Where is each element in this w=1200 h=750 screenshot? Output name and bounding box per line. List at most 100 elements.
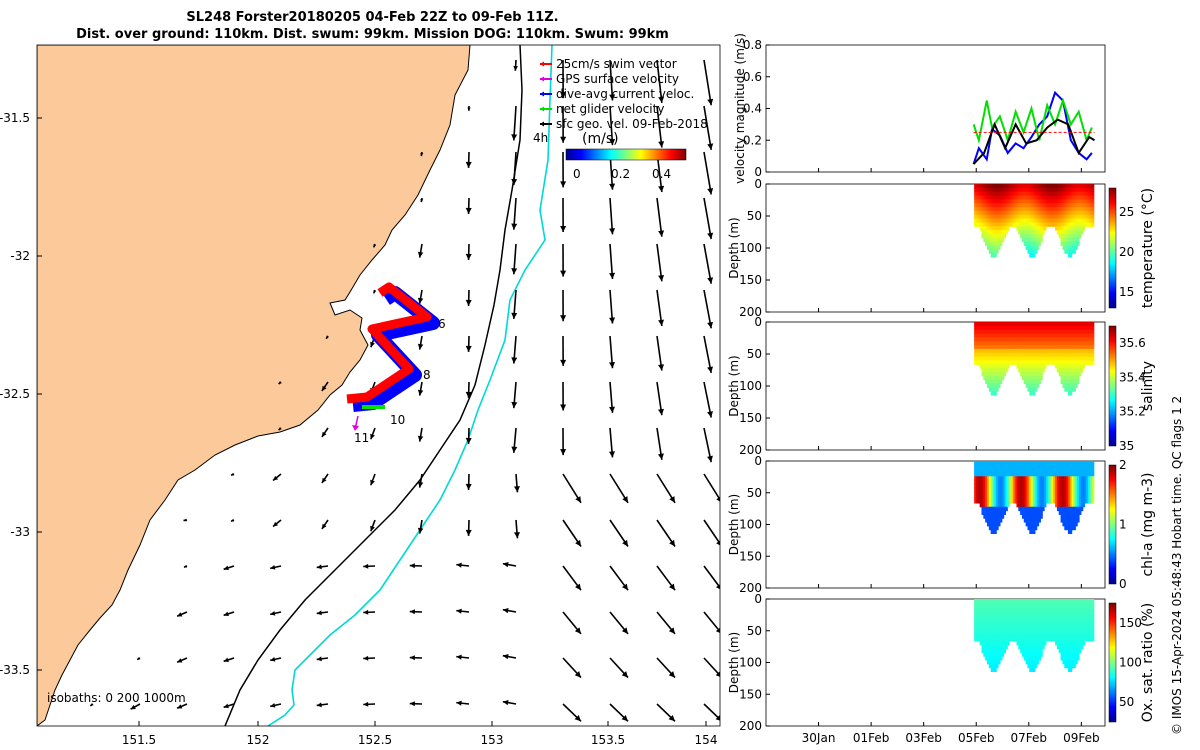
section-cell [1040,487,1043,493]
section-cell [1086,187,1089,193]
section-cell [1075,191,1078,197]
section-cell [1084,191,1087,197]
section-cell [1053,329,1056,335]
section-cell [998,187,1001,193]
section-cell [1012,322,1016,327]
section-cell [1029,322,1032,327]
section-cell [1077,207,1080,212]
velocity-arrowhead [668,671,675,678]
section-cell [1091,625,1095,631]
section-cell [1001,222,1005,227]
section-cell [1071,387,1075,392]
section-cell [994,226,997,231]
section-cell [1077,352,1080,358]
section-cell [999,214,1003,220]
section-cell [992,468,995,474]
section-cell [1005,187,1008,193]
section-cell [998,472,1001,477]
section-cell [1060,495,1064,500]
section-cell [1009,218,1012,223]
section-cell [1036,371,1040,377]
section-cell [1047,464,1051,470]
section-cell [987,499,990,504]
section-cell [1077,360,1080,365]
section-cell [1075,625,1078,631]
section-cell [1077,222,1080,227]
section-cell [985,368,988,373]
section-cell [1032,476,1036,481]
section-cell [987,230,990,235]
section-cell [1014,491,1018,496]
section-cell [1034,640,1038,646]
section-cell [1003,502,1007,508]
section-cell [979,499,983,504]
section-cell [1067,241,1071,247]
section-cell [981,633,984,638]
section-cell [1064,187,1067,193]
section-cell [1001,337,1005,342]
section-cell [1034,356,1038,361]
section-cell [1078,510,1082,515]
section-cell [981,203,984,208]
section-cell [1084,614,1087,619]
section-cell [1067,195,1071,200]
section-cell [990,480,994,485]
section-cell [1010,495,1014,500]
section-cell [1067,633,1071,638]
section-cell [985,360,988,365]
section-cell [1091,461,1095,466]
section-cell [1042,506,1045,512]
lat-tick-label: -32 [10,249,30,263]
section-cell [1001,502,1005,508]
section-cell [1003,510,1007,515]
section-cell [1012,352,1016,358]
section-cell [1049,333,1052,338]
section-cell [1029,656,1032,661]
section-cell [1042,602,1045,608]
section-cell [1069,253,1073,258]
section-cell [1090,222,1093,227]
section-cell [1082,483,1086,489]
section-cell [992,249,995,254]
section-cell [1066,341,1069,346]
section-cell [1084,325,1087,331]
section-cell [992,253,995,258]
section-cell [1047,207,1051,212]
section-cell [990,495,994,500]
section-cell [983,468,986,474]
section-cell [1042,606,1045,612]
section-cell [1021,184,1025,189]
section-cell [977,341,981,346]
track-label-11: 11 [354,431,369,445]
section-cell [1060,368,1064,373]
section-cell [990,667,994,672]
section-cell [1038,656,1041,661]
section-cell [1036,499,1040,504]
section-cell [1073,371,1076,377]
velocity-arrowhead [363,563,369,569]
section-cell [1060,476,1064,481]
section-cell [1084,464,1087,470]
section-cell [1012,483,1016,489]
section-cell [1032,606,1036,612]
section-cell [1009,476,1012,481]
section-cell [1010,195,1014,200]
section-cell [1091,184,1095,189]
section-cell [1021,233,1025,239]
section-cell [1069,199,1073,204]
section-cell [994,621,997,627]
section-cell [1066,480,1069,485]
section-cell [1014,461,1018,466]
section-cell [1086,341,1089,346]
section-cell [977,472,981,477]
section-cell [1045,602,1049,608]
section-cell [1080,606,1084,612]
section-cell [1036,640,1040,646]
section-cell [1040,510,1043,515]
section-cell [1042,637,1045,642]
section-cell [1049,191,1052,197]
section-cell [987,491,990,496]
section-cell [1020,345,1023,350]
section-cell [988,648,992,653]
section-cell [1032,495,1036,500]
